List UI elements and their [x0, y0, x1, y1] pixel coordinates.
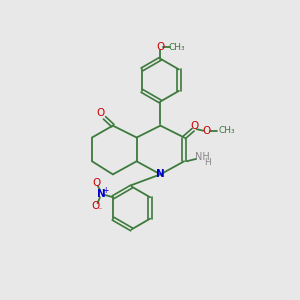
Text: N: N — [156, 169, 165, 179]
Text: ⁻: ⁻ — [97, 205, 102, 214]
Text: N: N — [98, 189, 106, 199]
Text: NH: NH — [195, 152, 210, 162]
Text: O: O — [97, 108, 105, 118]
Text: CH₃: CH₃ — [218, 126, 235, 135]
Text: O: O — [202, 126, 211, 136]
Text: H: H — [204, 158, 211, 167]
Text: +: + — [102, 186, 109, 195]
Text: CH₃: CH₃ — [168, 43, 185, 52]
Text: O: O — [91, 201, 99, 211]
Text: O: O — [191, 121, 199, 130]
Text: O: O — [156, 43, 164, 52]
Text: O: O — [92, 178, 101, 188]
